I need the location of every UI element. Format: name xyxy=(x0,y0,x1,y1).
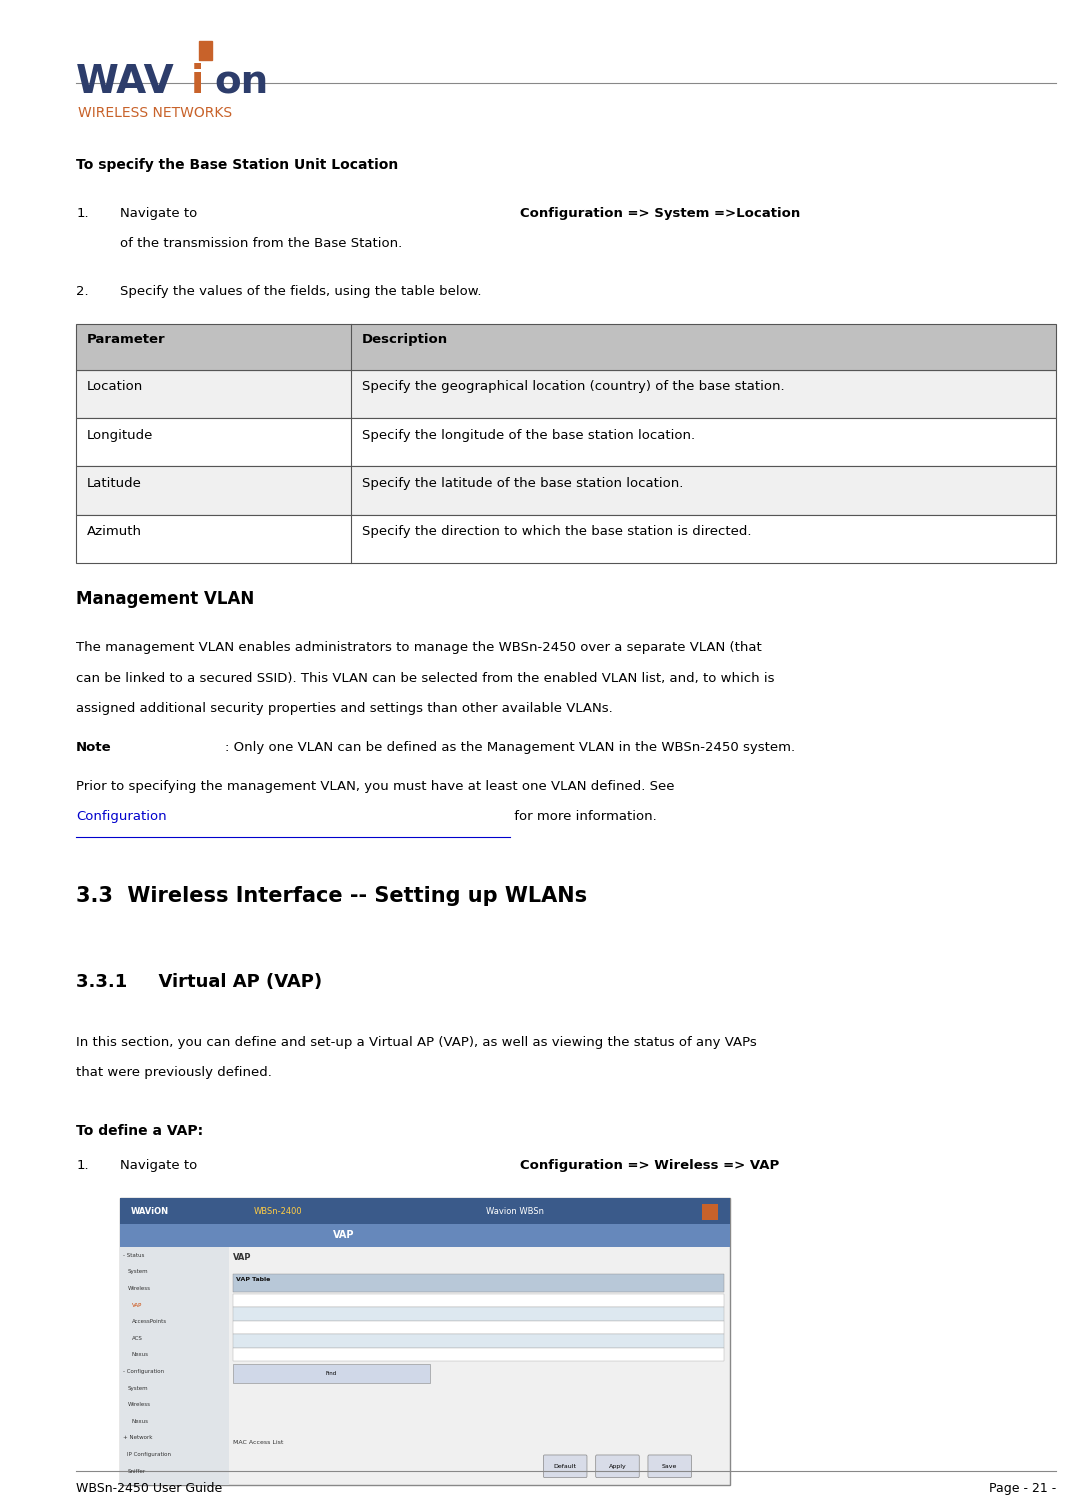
Text: 3.3  Wireless Interface -- Setting up WLANs: 3.3 Wireless Interface -- Setting up WLA… xyxy=(76,886,587,905)
Text: Parameter: Parameter xyxy=(87,333,166,347)
FancyBboxPatch shape xyxy=(648,1455,692,1477)
Bar xyxy=(76,324,1056,370)
Text: Specify the direction to which the base station is directed.: Specify the direction to which the base … xyxy=(362,525,751,539)
Text: System: System xyxy=(127,1269,148,1275)
Text: IP Configuration: IP Configuration xyxy=(127,1452,171,1458)
Text: WAV: WAV xyxy=(76,63,175,101)
Text: Navigate to: Navigate to xyxy=(120,207,201,220)
Text: To specify the Base Station Unit Location: To specify the Base Station Unit Locatio… xyxy=(76,158,399,172)
Text: assigned additional security properties and settings than other available VLANs.: assigned additional security properties … xyxy=(76,702,613,715)
Text: Page - 21 -: Page - 21 - xyxy=(989,1482,1056,1495)
Text: Configuration => System =>Location: Configuration => System =>Location xyxy=(521,207,800,220)
Bar xyxy=(120,1198,730,1224)
Text: AccessPoints: AccessPoints xyxy=(132,1319,167,1325)
Text: WAViON: WAViON xyxy=(131,1207,169,1216)
Bar xyxy=(233,1364,429,1382)
Text: Specify the latitude of the base station location.: Specify the latitude of the base station… xyxy=(362,477,683,490)
Text: To define a VAP:: To define a VAP: xyxy=(76,1124,204,1138)
FancyBboxPatch shape xyxy=(543,1455,587,1477)
Text: The management VLAN enables administrators to manage the WBSn-2450 over a separa: The management VLAN enables administrato… xyxy=(76,641,762,655)
Text: Specify the values of the fields, using the table below.: Specify the values of the fields, using … xyxy=(120,285,481,299)
Bar xyxy=(233,1348,724,1361)
Text: that were previously defined.: that were previously defined. xyxy=(76,1067,272,1079)
Text: VAP Table: VAP Table xyxy=(236,1277,271,1283)
Bar xyxy=(120,1246,229,1485)
Text: Find: Find xyxy=(326,1372,337,1376)
Text: Wireless: Wireless xyxy=(127,1286,150,1292)
Text: on: on xyxy=(215,63,269,101)
Bar xyxy=(120,1198,730,1485)
Text: VAP: VAP xyxy=(333,1230,355,1240)
Bar xyxy=(233,1293,724,1307)
Bar xyxy=(702,1204,718,1219)
Text: VAP: VAP xyxy=(233,1252,252,1262)
Bar xyxy=(76,418,1056,466)
Text: WBSn-2400: WBSn-2400 xyxy=(254,1207,303,1216)
Text: can be linked to a secured SSID). This VLAN can be selected from the enabled VLA: can be linked to a secured SSID). This V… xyxy=(76,672,774,685)
Text: Wavion WBSn: Wavion WBSn xyxy=(486,1207,543,1216)
Bar xyxy=(76,515,1056,563)
Text: Longitude: Longitude xyxy=(87,429,154,442)
Text: WIRELESS NETWORKS: WIRELESS NETWORKS xyxy=(78,106,233,119)
Text: 1.: 1. xyxy=(76,207,89,220)
FancyBboxPatch shape xyxy=(596,1455,639,1477)
Text: WBSn-2450 User Guide: WBSn-2450 User Guide xyxy=(76,1482,222,1495)
Text: - Status: - Status xyxy=(123,1252,145,1259)
Text: Prior to specifying the management VLAN, you must have at least one VLAN defined: Prior to specifying the management VLAN,… xyxy=(76,780,678,794)
Text: Note: Note xyxy=(76,741,112,754)
Text: Nexus: Nexus xyxy=(132,1352,149,1358)
Text: : Only one VLAN can be defined as the Management VLAN in the WBSn-2450 system.: : Only one VLAN can be defined as the Ma… xyxy=(225,741,795,754)
Bar xyxy=(76,466,1056,515)
Text: Location: Location xyxy=(87,380,144,394)
Text: Latitude: Latitude xyxy=(87,477,142,490)
Text: System: System xyxy=(127,1385,148,1391)
Text: In this section, you can define and set-up a Virtual AP (VAP), as well as viewin: In this section, you can define and set-… xyxy=(76,1037,757,1049)
Bar xyxy=(76,370,1056,418)
Text: for more information.: for more information. xyxy=(510,810,657,824)
Text: 3.3.1     Virtual AP (VAP): 3.3.1 Virtual AP (VAP) xyxy=(76,973,322,991)
Text: - Configuration: - Configuration xyxy=(123,1369,164,1375)
Text: Configuration => Wireless => VAP: Configuration => Wireless => VAP xyxy=(521,1159,780,1172)
Bar xyxy=(233,1320,724,1334)
Text: + Network: + Network xyxy=(123,1435,152,1441)
Text: of the transmission from the Base Station.: of the transmission from the Base Statio… xyxy=(120,237,402,250)
Text: i: i xyxy=(191,63,204,101)
Text: Azimuth: Azimuth xyxy=(87,525,143,539)
Text: Description: Description xyxy=(362,333,448,347)
Text: MAC Access List: MAC Access List xyxy=(233,1440,283,1446)
Text: Apply: Apply xyxy=(609,1464,626,1468)
Text: VAP: VAP xyxy=(132,1302,143,1308)
Text: Navigate to: Navigate to xyxy=(120,1159,201,1172)
Bar xyxy=(120,1224,730,1246)
Text: Management VLAN: Management VLAN xyxy=(76,590,255,608)
Text: 1.: 1. xyxy=(76,1159,89,1172)
Text: Configuration: Configuration xyxy=(76,810,167,824)
Text: Sniffer: Sniffer xyxy=(127,1468,146,1474)
Bar xyxy=(233,1307,724,1320)
Bar xyxy=(199,41,212,60)
Text: 2.: 2. xyxy=(76,285,89,299)
Text: Specify the longitude of the base station location.: Specify the longitude of the base statio… xyxy=(362,429,695,442)
Text: Save: Save xyxy=(662,1464,677,1468)
Text: ACS: ACS xyxy=(132,1335,143,1342)
Text: Default: Default xyxy=(553,1464,577,1468)
Text: Nexus: Nexus xyxy=(132,1418,149,1424)
Text: Specify the geographical location (country) of the base station.: Specify the geographical location (count… xyxy=(362,380,784,394)
Bar xyxy=(233,1334,724,1348)
Bar xyxy=(233,1274,724,1292)
Text: Wireless: Wireless xyxy=(127,1402,150,1408)
